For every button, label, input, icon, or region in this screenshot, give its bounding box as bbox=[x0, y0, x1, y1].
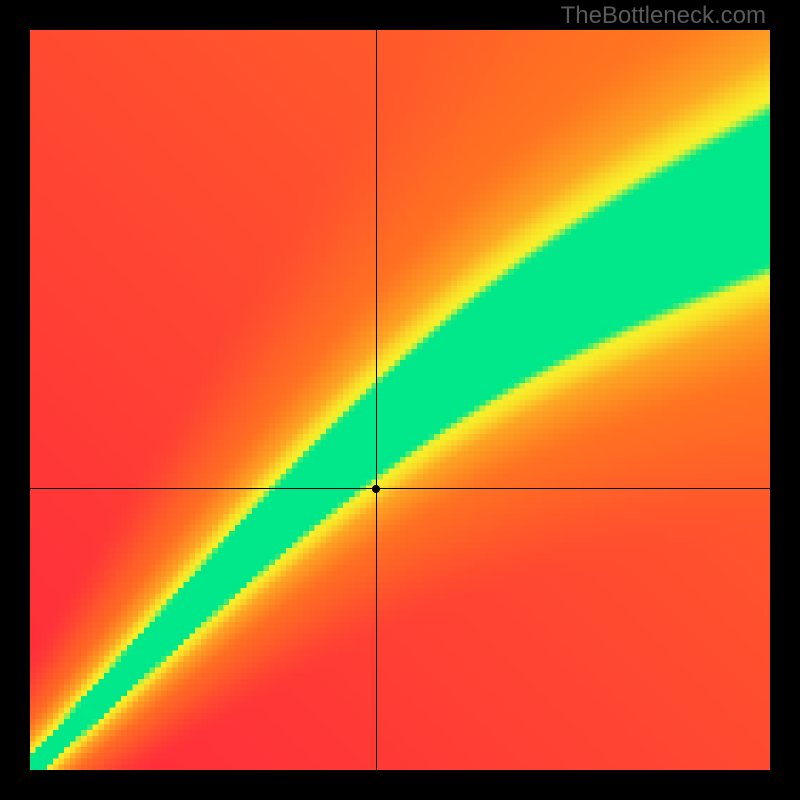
heatmap-canvas bbox=[30, 30, 770, 770]
crosshair-horizontal bbox=[30, 488, 770, 489]
heatmap-plot bbox=[30, 30, 770, 770]
watermark-text: TheBottleneck.com bbox=[561, 2, 766, 30]
chart-frame: TheBottleneck.com bbox=[0, 0, 800, 800]
crosshair-vertical bbox=[376, 30, 377, 770]
